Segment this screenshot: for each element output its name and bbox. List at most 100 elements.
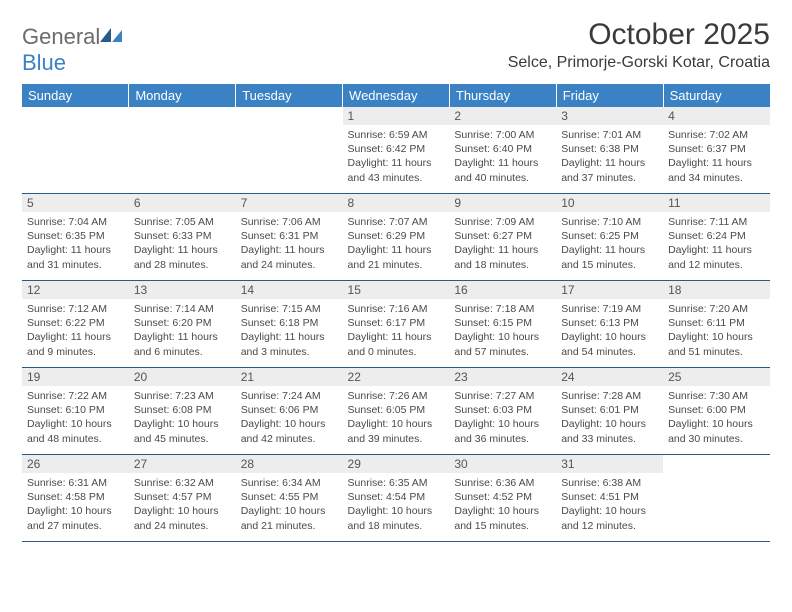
calendar-cell: 16Sunrise: 7:18 AMSunset: 6:15 PMDayligh… [449, 281, 556, 368]
day-body: Sunrise: 7:28 AMSunset: 6:01 PMDaylight:… [556, 386, 663, 454]
sunrise-text: Sunrise: 6:36 AM [454, 476, 551, 490]
day-number [663, 455, 770, 473]
day-number: 21 [236, 368, 343, 386]
day-body: Sunrise: 6:35 AMSunset: 4:54 PMDaylight:… [343, 473, 450, 541]
day-body: Sunrise: 6:32 AMSunset: 4:57 PMDaylight:… [129, 473, 236, 541]
day-number: 11 [663, 194, 770, 212]
sunrise-text: Sunrise: 7:00 AM [454, 128, 551, 142]
calendar-cell: 11Sunrise: 7:11 AMSunset: 6:24 PMDayligh… [663, 194, 770, 281]
calendar-week-row: 1Sunrise: 6:59 AMSunset: 6:42 PMDaylight… [22, 107, 770, 194]
sunrise-text: Sunrise: 7:01 AM [561, 128, 658, 142]
calendar-cell [663, 455, 770, 542]
sunrise-text: Sunrise: 7:23 AM [134, 389, 231, 403]
day-number: 23 [449, 368, 556, 386]
daylight-text: Daylight: 11 hours and 21 minutes. [348, 243, 445, 271]
day-body: Sunrise: 7:30 AMSunset: 6:00 PMDaylight:… [663, 386, 770, 454]
logo-text: General Blue [22, 24, 122, 76]
day-number: 10 [556, 194, 663, 212]
calendar-cell: 4Sunrise: 7:02 AMSunset: 6:37 PMDaylight… [663, 107, 770, 194]
sunset-text: Sunset: 6:01 PM [561, 403, 658, 417]
calendar-cell: 28Sunrise: 6:34 AMSunset: 4:55 PMDayligh… [236, 455, 343, 542]
sunrise-text: Sunrise: 7:07 AM [348, 215, 445, 229]
day-body: Sunrise: 6:38 AMSunset: 4:51 PMDaylight:… [556, 473, 663, 541]
day-number: 30 [449, 455, 556, 473]
day-body: Sunrise: 7:09 AMSunset: 6:27 PMDaylight:… [449, 212, 556, 280]
day-number: 1 [343, 107, 450, 125]
daylight-text: Daylight: 10 hours and 24 minutes. [134, 504, 231, 532]
sunrise-text: Sunrise: 7:19 AM [561, 302, 658, 316]
day-body: Sunrise: 7:16 AMSunset: 6:17 PMDaylight:… [343, 299, 450, 367]
sunset-text: Sunset: 4:58 PM [27, 490, 124, 504]
day-number: 27 [129, 455, 236, 473]
calendar-cell [236, 107, 343, 194]
sunrise-text: Sunrise: 6:31 AM [27, 476, 124, 490]
daylight-text: Daylight: 10 hours and 48 minutes. [27, 417, 124, 445]
daylight-text: Daylight: 10 hours and 54 minutes. [561, 330, 658, 358]
calendar-cell: 1 Sunrise: 6:59 AMSunset: 6:42 PMDaylight… [343, 107, 450, 194]
day-body [22, 125, 129, 193]
calendar-cell: 26Sunrise: 6:31 AMSunset: 4:58 PMDayligh… [22, 455, 129, 542]
daylight-text: Daylight: 10 hours and 21 minutes. [241, 504, 338, 532]
day-body: Sunrise: 7:14 AMSunset: 6:20 PMDaylight:… [129, 299, 236, 367]
daylight-text: Daylight: 10 hours and 45 minutes. [134, 417, 231, 445]
day-body: Sunrise: 7:06 AMSunset: 6:31 PMDaylight:… [236, 212, 343, 280]
daylight-text: Daylight: 10 hours and 27 minutes. [27, 504, 124, 532]
calendar-week-row: 5Sunrise: 7:04 AMSunset: 6:35 PMDaylight… [22, 194, 770, 281]
day-body: Sunrise: 7:05 AMSunset: 6:33 PMDaylight:… [129, 212, 236, 280]
sunset-text: Sunset: 6:42 PM [348, 142, 445, 156]
day-header: Friday [556, 84, 663, 107]
sunset-text: Sunset: 6:13 PM [561, 316, 658, 330]
sunrise-text: Sunrise: 6:35 AM [348, 476, 445, 490]
sunset-text: Sunset: 6:37 PM [668, 142, 765, 156]
sunset-text: Sunset: 6:18 PM [241, 316, 338, 330]
daylight-text: Daylight: 11 hours and 31 minutes. [27, 243, 124, 271]
daylight-text: Daylight: 11 hours and 40 minutes. [454, 156, 551, 184]
calendar-cell: 23Sunrise: 7:27 AMSunset: 6:03 PMDayligh… [449, 368, 556, 455]
sunrise-text: Sunrise: 7:02 AM [668, 128, 765, 142]
sunset-text: Sunset: 6:38 PM [561, 142, 658, 156]
day-body: Sunrise: 7:18 AMSunset: 6:15 PMDaylight:… [449, 299, 556, 367]
day-number: 19 [22, 368, 129, 386]
calendar-cell: 7Sunrise: 7:06 AMSunset: 6:31 PMDaylight… [236, 194, 343, 281]
sunrise-text: Sunrise: 7:12 AM [27, 302, 124, 316]
calendar-cell: 18Sunrise: 7:20 AMSunset: 6:11 PMDayligh… [663, 281, 770, 368]
day-header: Sunday [22, 84, 129, 107]
sunrise-text: Sunrise: 7:10 AM [561, 215, 658, 229]
sunset-text: Sunset: 6:35 PM [27, 229, 124, 243]
day-number: 18 [663, 281, 770, 299]
sunset-text: Sunset: 6:10 PM [27, 403, 124, 417]
day-number: 9 [449, 194, 556, 212]
daylight-text: Daylight: 10 hours and 39 minutes. [348, 417, 445, 445]
daylight-text: Daylight: 11 hours and 0 minutes. [348, 330, 445, 358]
day-number: 29 [343, 455, 450, 473]
sunset-text: Sunset: 6:29 PM [348, 229, 445, 243]
day-header: Tuesday [236, 84, 343, 107]
sunrise-text: Sunrise: 6:32 AM [134, 476, 231, 490]
day-number: 15 [343, 281, 450, 299]
day-header: Thursday [449, 84, 556, 107]
sunset-text: Sunset: 6:00 PM [668, 403, 765, 417]
calendar-cell: 10Sunrise: 7:10 AMSunset: 6:25 PMDayligh… [556, 194, 663, 281]
sunrise-text: Sunrise: 7:27 AM [454, 389, 551, 403]
day-body: Sunrise: 7:26 AMSunset: 6:05 PMDaylight:… [343, 386, 450, 454]
calendar-cell: 13Sunrise: 7:14 AMSunset: 6:20 PMDayligh… [129, 281, 236, 368]
day-body: Sunrise: 7:22 AMSunset: 6:10 PMDaylight:… [22, 386, 129, 454]
sunrise-text: Sunrise: 6:59 AM [348, 128, 445, 142]
sunset-text: Sunset: 6:27 PM [454, 229, 551, 243]
sunset-text: Sunset: 6:11 PM [668, 316, 765, 330]
location-text: Selce, Primorje-Gorski Kotar, Croatia [508, 54, 770, 72]
calendar-cell: 29Sunrise: 6:35 AMSunset: 4:54 PMDayligh… [343, 455, 450, 542]
daylight-text: Daylight: 11 hours and 43 minutes. [348, 156, 445, 184]
logo-word-1: General [22, 24, 100, 49]
day-number: 12 [22, 281, 129, 299]
daylight-text: Daylight: 10 hours and 57 minutes. [454, 330, 551, 358]
daylight-text: Daylight: 11 hours and 18 minutes. [454, 243, 551, 271]
calendar-cell: 14Sunrise: 7:15 AMSunset: 6:18 PMDayligh… [236, 281, 343, 368]
daylight-text: Daylight: 11 hours and 12 minutes. [668, 243, 765, 271]
day-number: 3 [556, 107, 663, 125]
day-body: Sunrise: 7:10 AMSunset: 6:25 PMDaylight:… [556, 212, 663, 280]
day-body: Sunrise: 7:19 AMSunset: 6:13 PMDaylight:… [556, 299, 663, 367]
calendar-cell: 31Sunrise: 6:38 AMSunset: 4:51 PMDayligh… [556, 455, 663, 542]
day-header-row: Sunday Monday Tuesday Wednesday Thursday… [22, 84, 770, 107]
daylight-text: Daylight: 10 hours and 15 minutes. [454, 504, 551, 532]
